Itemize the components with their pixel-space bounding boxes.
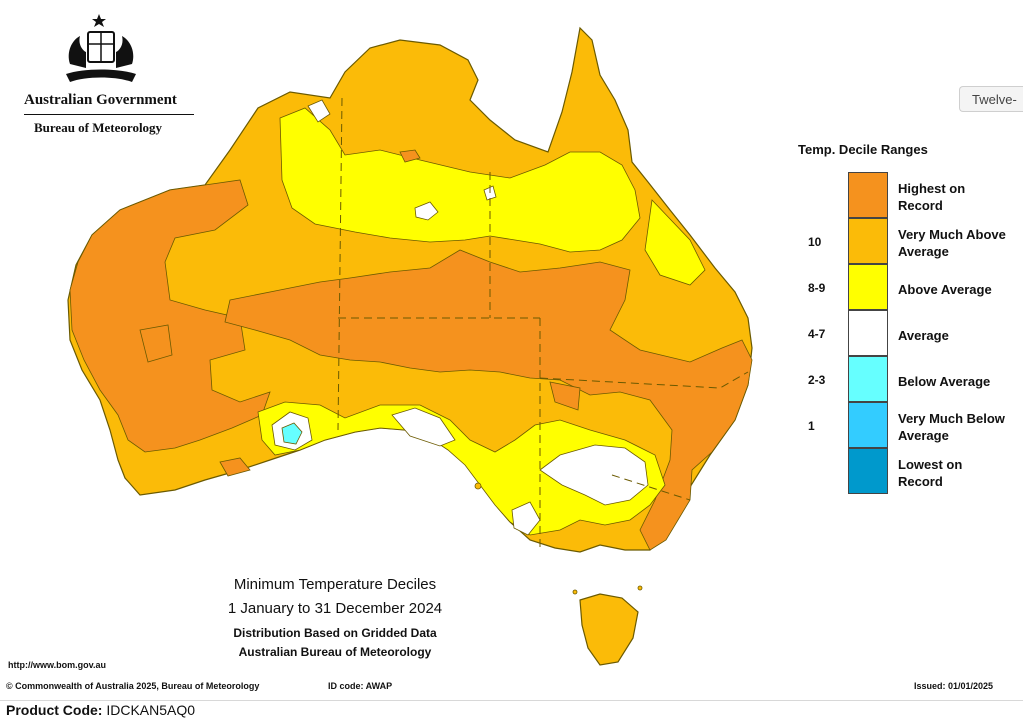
region-below-average — [281, 422, 303, 445]
australia-map — [67, 26, 753, 666]
legend-label-very-much-below: Very Much Below Average — [898, 411, 1005, 443]
region-highest-west — [69, 179, 271, 453]
island-3 — [474, 482, 482, 490]
map-frame: Australian Government Bureau of Meteorol… — [0, 14, 1023, 701]
region-average-north-3 — [307, 99, 331, 123]
region-average-spencer — [511, 501, 541, 536]
legend-swatch-lowest — [848, 448, 888, 494]
bom-url-link[interactable]: http://www.bom.gov.au — [8, 660, 106, 670]
issued-date-text: Issued: 01/01/2025 — [914, 681, 994, 691]
region-above-average-south — [257, 401, 666, 536]
legend-label-below: Below Average — [898, 374, 991, 389]
product-code-line: Product Code: IDCKAN5AQ0 — [6, 702, 195, 718]
state-borders — [337, 97, 749, 548]
legend-label-average: Average — [898, 328, 949, 343]
header-divider — [24, 114, 194, 115]
legend-label-very-much-above: Very Much Above Average — [898, 227, 1006, 259]
island-2 — [637, 585, 643, 591]
bureau-name: Bureau of Meteorology — [34, 120, 163, 135]
legend-swatch-average — [848, 310, 888, 356]
hover-tooltip: Twelve- — [959, 86, 1023, 112]
legend-title: Temp. Decile Ranges — [798, 142, 928, 157]
product-code-label: Product Code: — [6, 702, 103, 718]
legend-swatch-very-much-above — [848, 218, 888, 264]
coat-of-arms-icon — [66, 14, 136, 82]
legend-tick-2-3: 2-3 — [808, 373, 826, 387]
legend-label-above: Above Average — [898, 282, 992, 297]
map-title: Minimum Temperature Deciles — [233, 576, 437, 593]
map-subtitle-bureau: Australian Bureau of Meteorology — [238, 645, 432, 659]
region-above-average-north — [279, 107, 641, 253]
legend-swatch-highest — [848, 172, 888, 218]
legend-tick-8-9: 8-9 — [808, 281, 826, 295]
legend-label-lowest: Lowest on Record — [898, 457, 963, 489]
region-average-bight-2 — [391, 407, 456, 447]
region-highest-spot-2 — [219, 457, 251, 477]
region-average-north-1 — [414, 201, 439, 221]
legend-label-highest: Highest on Record — [898, 181, 966, 213]
map-subtitle-distribution: Distribution Based on Gridded Data — [233, 626, 437, 640]
product-code-value: IDCKAN5AQ0 — [106, 702, 196, 718]
region-average-victoria — [539, 444, 649, 506]
region-highest-spot-4 — [139, 324, 173, 363]
island-1 — [572, 589, 578, 595]
legend-swatch-above — [848, 264, 888, 310]
id-code-text: ID code: AWAP — [328, 681, 393, 691]
map-period: 1 January to 31 December 2024 — [227, 600, 443, 617]
region-highest-spot-1 — [399, 149, 421, 163]
legend-tick-4-7: 4-7 — [808, 327, 826, 341]
government-name: Australian Government — [24, 92, 177, 108]
legend-tick-10: 10 — [808, 235, 822, 249]
legend-tick-1: 1 — [808, 419, 815, 433]
legend-swatch-very-much-below — [848, 402, 888, 448]
copyright-text: © Commonwealth of Australia 2025, Bureau… — [6, 681, 260, 691]
region-above-average-east — [644, 199, 706, 286]
legend-swatch-below — [848, 356, 888, 402]
region-highest-spot-3 — [549, 381, 581, 411]
tasmania — [579, 593, 639, 666]
